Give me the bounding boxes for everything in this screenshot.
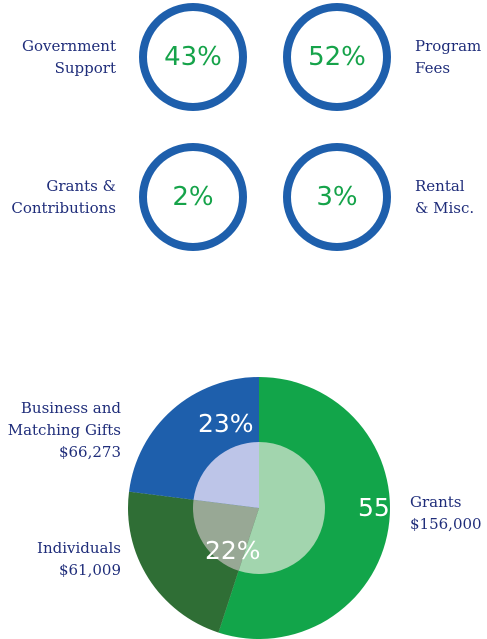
stat-label-line: Government — [22, 37, 116, 55]
stat-label-line: Rental — [415, 177, 465, 195]
stat-value: 43% — [164, 42, 222, 72]
pie-percent-label-business-and-matching-gifts: 23% — [198, 409, 254, 438]
pie-inner-slice-individuals — [192, 499, 259, 571]
stat-label-government-support: Government Support — [10, 35, 116, 79]
pie-label-grants: Grants $156,000 — [410, 491, 482, 535]
stat-label-line: Fees — [415, 59, 451, 77]
stat-value: 52% — [308, 42, 366, 72]
stat-label-line: Contributions — [11, 199, 116, 217]
pie-percent-label-individuals: 22% — [205, 536, 261, 565]
stat-value: 3% — [316, 182, 358, 212]
stat-value: 2% — [172, 182, 214, 212]
stat-ring-grants-contributions: 2% — [139, 143, 247, 251]
pie-label-amount: $61,009 — [58, 561, 121, 579]
pie-inner-slice-grants — [238, 442, 325, 574]
pie-label-business-matching-gifts: Business and Matching Gifts $66,273 — [0, 397, 121, 463]
stat-label-line: Support — [54, 59, 116, 77]
stat-label-line: Program — [415, 37, 482, 55]
pie-label-individuals: Individuals $61,009 — [0, 537, 121, 581]
stat-ring-government-support: 43% — [139, 3, 247, 111]
stat-ring-rental-misc: 3% — [283, 143, 391, 251]
stat-label-grants-contributions: Grants & Contributions — [0, 175, 116, 219]
pie-label-name: Individuals — [37, 539, 121, 557]
pie-label-amount: $156,000 — [410, 515, 482, 533]
stat-label-program-fees: Program Fees — [415, 35, 481, 79]
stat-ring-program-fees: 52% — [283, 3, 391, 111]
pie-inner-slice-business-and-matching-gifts — [193, 442, 259, 508]
pie-label-name: Grants — [410, 493, 462, 511]
pie-label-amount: $66,273 — [58, 443, 121, 461]
pie-label-name-line: Business and — [20, 399, 121, 417]
pie-percent-label-grants: 55% — [358, 493, 414, 522]
stat-label-line: Grants & — [46, 177, 116, 195]
stat-label-line: & Misc. — [415, 199, 475, 217]
pie-label-name-line: Matching Gifts — [7, 421, 121, 439]
stat-label-rental-misc: Rental & Misc. — [415, 175, 474, 219]
